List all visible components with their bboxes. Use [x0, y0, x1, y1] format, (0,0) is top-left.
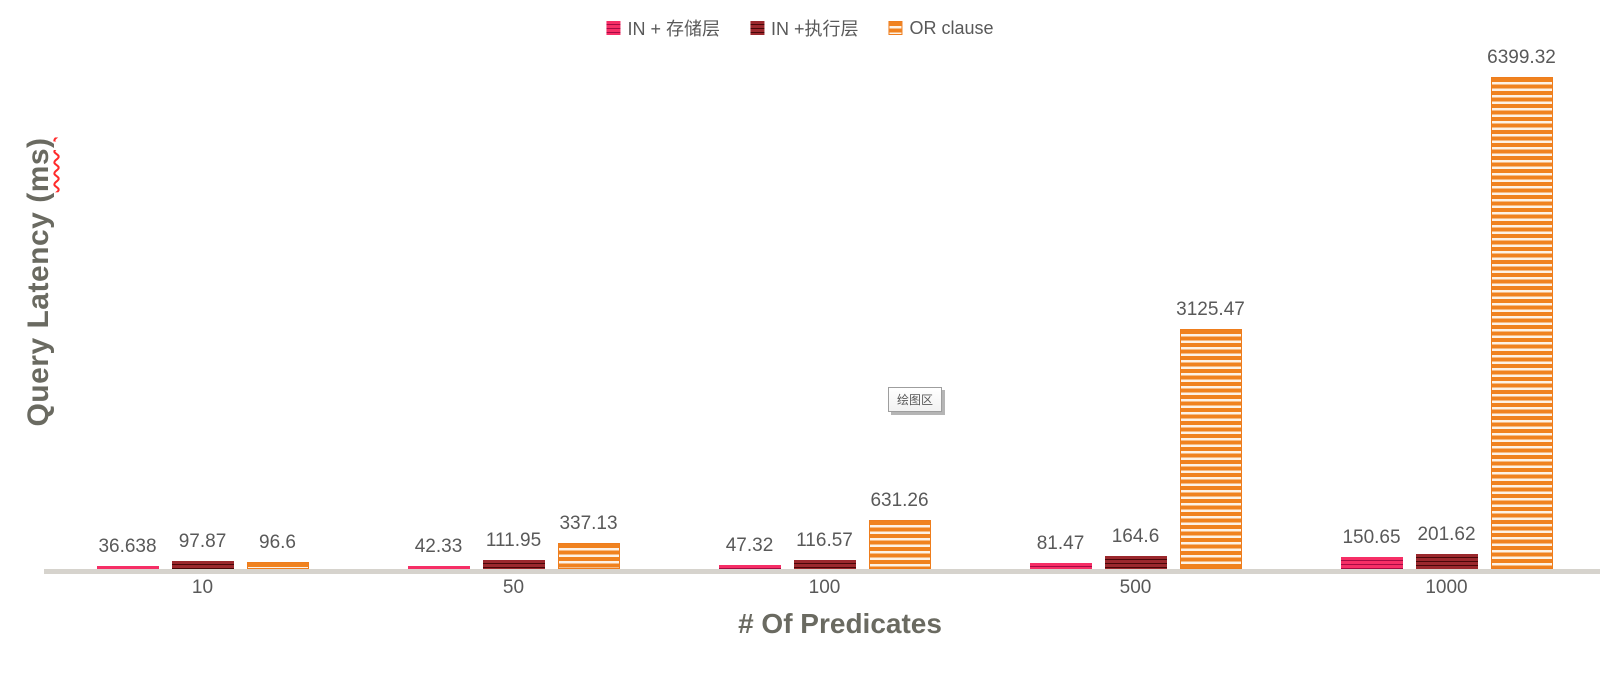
- barwrap-series2-10: 97.87: [171, 531, 234, 569]
- x-axis-line: [44, 569, 1600, 574]
- bar-series3-category-100[interactable]: [868, 520, 931, 569]
- legend-item-in-storage-layer[interactable]: IN + 存储层: [606, 15, 720, 41]
- x-tick-label-500: 500: [1119, 577, 1152, 598]
- bar-series1-category-100[interactable]: [718, 565, 781, 569]
- x-tick-label-100: 100: [808, 577, 841, 598]
- bar-series3-category-50[interactable]: [557, 543, 620, 569]
- data-label-series1-100: 47.32: [725, 535, 774, 557]
- barwrap-series2-50: 111.95: [482, 530, 545, 569]
- category-group-500: 81.47 164.6 3125.47 500: [980, 299, 1291, 598]
- barwrap-series2-500: 164.6: [1104, 526, 1167, 569]
- x-tick-label-50: 50: [502, 577, 525, 598]
- x-tick-label-1000: 1000: [1425, 577, 1468, 598]
- bar-series1-category-1000[interactable]: [1340, 557, 1403, 569]
- bar-series3-category-500[interactable]: [1179, 328, 1242, 569]
- barwrap-series1-100: 47.32: [718, 535, 781, 569]
- data-label-series1-10: 36.638: [98, 536, 157, 558]
- data-label-series3-50: 337.13: [559, 513, 618, 535]
- data-label-series2-1000: 201.62: [1417, 523, 1476, 545]
- bar-series2-category-1000[interactable]: [1415, 553, 1478, 569]
- data-label-series1-500: 81.47: [1036, 532, 1085, 554]
- bar-series1-category-10[interactable]: [96, 566, 159, 569]
- barwrap-series3-1000: 6399.32: [1487, 47, 1556, 569]
- bar-series2-category-500[interactable]: [1104, 556, 1167, 569]
- barwrap-series1-10: 36.638: [96, 536, 159, 569]
- data-label-series3-500: 3125.47: [1176, 298, 1245, 320]
- legend-label-series2: IN +执行层: [770, 19, 859, 39]
- legend-label-series1: IN + 存储层: [627, 19, 720, 39]
- legend-item-in-execution-layer[interactable]: IN +执行层: [749, 15, 859, 41]
- legend-swatch-series1-icon: [606, 21, 621, 35]
- chart-legend: IN + 存储层 IN +执行层 OR clause: [606, 15, 994, 41]
- category-group-50: 42.33 111.95 337.13 50: [358, 513, 669, 598]
- legend-label-series3: OR clause: [909, 17, 994, 38]
- bar-series1-category-500[interactable]: [1029, 562, 1092, 569]
- barwrap-series3-500: 3125.47: [1176, 299, 1245, 569]
- bar-series1-category-50[interactable]: [407, 565, 470, 569]
- barwrap-series1-50: 42.33: [407, 536, 470, 569]
- y-axis-title-text: Query Latency (: [22, 192, 55, 427]
- x-tick-label-10: 10: [191, 577, 214, 598]
- legend-swatch-series2-icon: [749, 21, 764, 35]
- data-label-series1-1000: 150.65: [1342, 527, 1401, 549]
- category-group-100: 47.32 116.57 631.26 100: [669, 490, 980, 598]
- legend-swatch-series3-icon: [888, 21, 903, 35]
- bar-series2-category-100[interactable]: [793, 560, 856, 569]
- data-label-series2-500: 164.6: [1111, 526, 1160, 548]
- bar-series3-category-1000[interactable]: [1490, 77, 1553, 569]
- barwrap-series3-10: 96.6: [246, 532, 309, 569]
- barwrap-series1-1000: 150.65: [1340, 527, 1403, 569]
- x-axis-title[interactable]: # Of Predicates: [738, 608, 942, 639]
- legend-item-or-clause[interactable]: OR clause: [888, 17, 994, 39]
- bar-series2-category-10[interactable]: [171, 561, 234, 569]
- barwrap-series3-50: 337.13: [557, 513, 620, 569]
- bar-series2-category-50[interactable]: [482, 560, 545, 569]
- bar-series3-category-10[interactable]: [246, 561, 309, 569]
- data-label-series3-100: 631.26: [870, 490, 929, 512]
- data-label-series2-100: 116.57: [796, 530, 853, 552]
- data-label-series2-10: 97.87: [178, 531, 227, 553]
- barwrap-series1-500: 81.47: [1029, 533, 1092, 569]
- category-group-10: 36.638 97.87 96.6 10: [47, 531, 358, 598]
- y-axis-title-misspelled-text: ms): [22, 137, 55, 193]
- barwrap-series2-1000: 201.62: [1415, 524, 1478, 569]
- data-label-series3-1000: 6399.32: [1487, 47, 1556, 68]
- plot-area-tooltip: 绘图区: [888, 387, 943, 412]
- data-label-series3-10: 96.6: [259, 531, 296, 553]
- y-axis-title[interactable]: Query Latency (ms): [22, 137, 56, 426]
- data-label-series1-50: 42.33: [414, 535, 463, 557]
- barwrap-series3-100: 631.26: [868, 490, 931, 569]
- category-group-1000: 150.65 201.62 6399.32 1000: [1291, 47, 1602, 598]
- data-label-series2-50: 111.95: [485, 530, 542, 552]
- barwrap-series2-100: 116.57: [793, 530, 856, 569]
